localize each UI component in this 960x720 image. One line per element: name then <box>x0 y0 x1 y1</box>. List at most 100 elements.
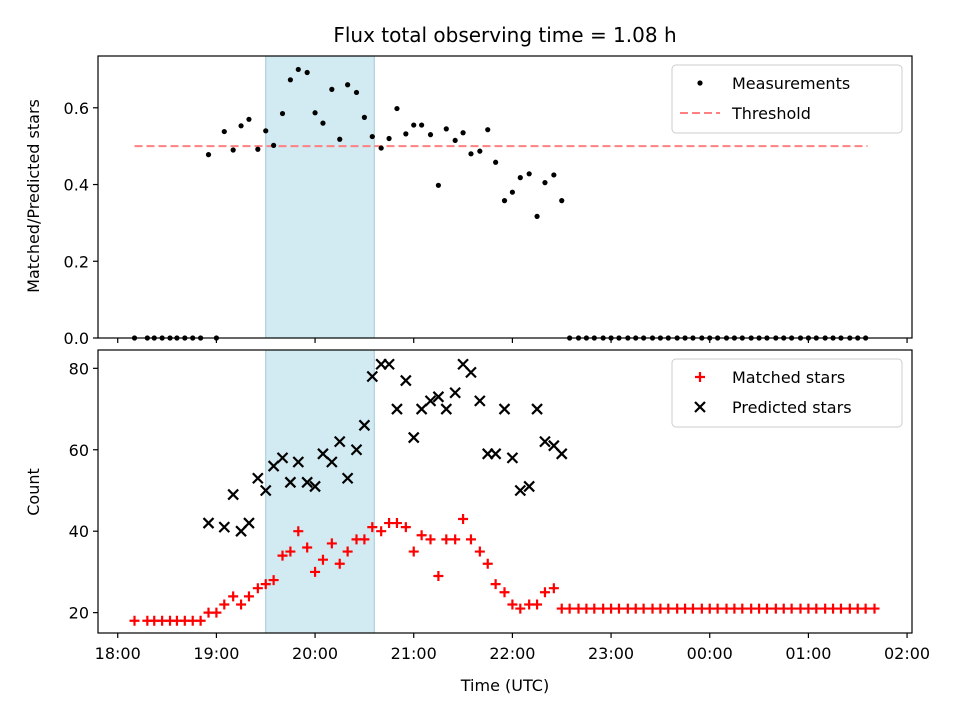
data-point <box>559 198 565 204</box>
data-point <box>835 603 846 614</box>
data-point <box>450 534 461 545</box>
data-point <box>474 546 485 557</box>
data-point <box>449 386 461 399</box>
data-point <box>515 603 526 614</box>
y-tick-label: 80 <box>69 359 89 378</box>
legend: Measurements Threshold <box>671 64 903 134</box>
data-point <box>350 443 363 456</box>
y-tick-label: 0.6 <box>64 99 89 118</box>
data-point <box>638 603 649 614</box>
data-point <box>507 599 518 610</box>
highlight-span <box>265 55 375 339</box>
data-point <box>499 587 510 598</box>
data-point <box>329 86 335 92</box>
y-tick-label: 0.2 <box>64 252 89 271</box>
data-point <box>277 550 288 561</box>
x-tick-label: 02:00 <box>884 644 930 663</box>
data-point <box>243 517 255 529</box>
data-point <box>312 110 318 116</box>
x-tick-label: 00:00 <box>687 644 733 663</box>
data-point <box>435 182 441 188</box>
data-point <box>337 136 343 142</box>
data-point <box>358 419 371 432</box>
data-point <box>252 583 263 594</box>
data-point <box>383 358 395 371</box>
axes-frame <box>97 349 913 634</box>
legend: Matched stars Predicted stars <box>671 358 903 428</box>
data-point <box>425 534 436 545</box>
data-point <box>361 114 367 120</box>
data-point <box>267 460 280 472</box>
legend-box <box>671 64 903 134</box>
data-point <box>811 603 822 614</box>
data-point <box>301 476 313 489</box>
data-point <box>284 476 297 489</box>
data-point <box>341 472 354 485</box>
data-point <box>761 603 772 614</box>
x-tick-label: 18:00 <box>95 644 141 663</box>
data-point <box>539 435 551 448</box>
data-point <box>129 615 140 626</box>
data-point <box>195 615 206 626</box>
data-point <box>408 546 419 557</box>
data-point <box>386 135 392 142</box>
data-point <box>419 122 425 128</box>
x-tick-label: 23:00 <box>588 644 634 663</box>
data-point <box>400 374 412 387</box>
data-point <box>202 517 215 529</box>
data-point <box>317 448 329 460</box>
legend-marker <box>694 401 706 413</box>
data-point <box>490 579 501 590</box>
data-point <box>860 603 871 614</box>
legend-box <box>671 358 903 428</box>
data-point <box>663 603 674 614</box>
data-point <box>228 591 239 602</box>
data-point <box>285 546 296 557</box>
data-point <box>230 147 236 153</box>
data-point <box>737 603 748 614</box>
highlight-span <box>265 349 375 634</box>
data-point <box>366 370 379 383</box>
data-point <box>403 131 409 137</box>
data-point <box>218 521 231 533</box>
chart-title: Flux total observing time = 1.08 h <box>333 23 676 47</box>
y-tick-label: 60 <box>69 441 89 460</box>
data-point <box>869 603 880 614</box>
data-point <box>334 558 345 569</box>
data-point <box>477 148 483 154</box>
x-tick-label: 20:00 <box>292 644 338 663</box>
data-point <box>531 403 543 415</box>
data-point <box>489 448 502 460</box>
data-point <box>302 542 313 553</box>
data-point <box>501 198 508 204</box>
data-point <box>427 132 434 138</box>
data-point <box>236 599 247 610</box>
data-point <box>432 391 445 403</box>
data-point <box>458 513 469 524</box>
data-point <box>613 603 624 614</box>
data-point <box>293 526 304 537</box>
data-point <box>369 133 375 140</box>
data-point <box>359 534 370 545</box>
data-point <box>564 603 575 614</box>
data-point <box>555 448 568 460</box>
data-point <box>376 526 387 537</box>
data-point <box>526 171 532 177</box>
x-tick-label: 22:00 <box>489 644 535 663</box>
data-point <box>786 603 797 614</box>
x-tick-label: 21:00 <box>391 644 437 663</box>
data-point <box>342 546 353 557</box>
data-point <box>287 77 293 83</box>
bottom-y-axis-label: Count <box>24 468 43 516</box>
data-point <box>415 403 428 415</box>
data-point <box>539 587 550 598</box>
data-point <box>205 152 212 158</box>
data-point <box>433 570 444 581</box>
legend-label: Matched stars <box>732 368 845 387</box>
data-point <box>498 403 511 415</box>
data-point <box>391 518 402 529</box>
data-point <box>309 480 321 493</box>
data-point <box>509 189 515 195</box>
top-panel: 0.0 0.2 0.4 0.6 Measurements Threshold <box>64 55 913 348</box>
